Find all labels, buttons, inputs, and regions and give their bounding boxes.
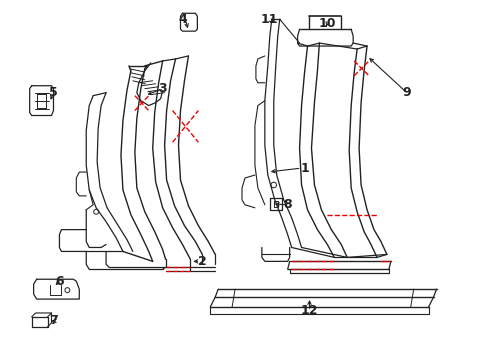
Text: 3: 3 [158,82,166,95]
Text: 4: 4 [178,13,186,26]
Text: 8: 8 [283,198,291,211]
Text: 12: 12 [300,305,318,318]
Text: 7: 7 [49,314,58,327]
Text: 6: 6 [55,275,63,288]
Text: 9: 9 [402,86,410,99]
Text: 10: 10 [318,17,335,30]
Text: 5: 5 [49,86,58,99]
Text: 11: 11 [261,13,278,26]
Text: 2: 2 [198,255,206,268]
Text: 1: 1 [300,162,308,175]
